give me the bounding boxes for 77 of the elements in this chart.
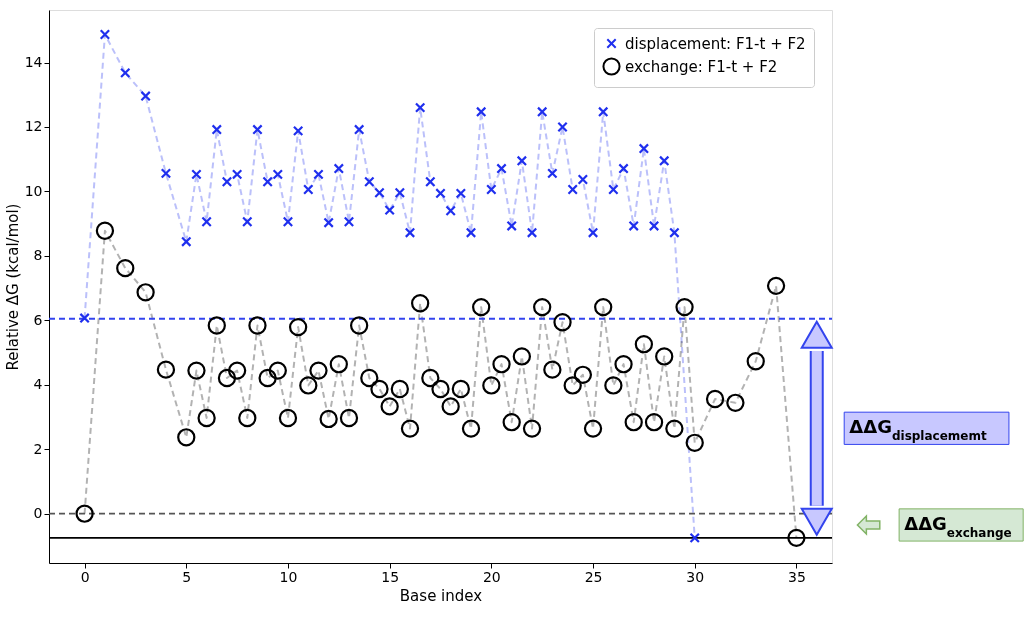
point (374, 187, 385, 199)
point (516, 155, 528, 167)
text: ΔΔG$_{exchange}$ (904, 512, 1012, 540)
point (221, 176, 233, 188)
y-tick-label: 4 (33, 376, 43, 393)
point (618, 163, 629, 174)
point (547, 168, 558, 179)
point (211, 124, 223, 135)
point (425, 176, 436, 188)
y-tick-label: 0 (33, 505, 43, 522)
point (648, 220, 660, 232)
point (414, 102, 426, 113)
point (638, 143, 650, 154)
point (496, 163, 507, 174)
point (597, 106, 609, 118)
point (455, 188, 467, 199)
point (343, 216, 355, 228)
point (262, 176, 273, 188)
x-tick-label: 10 (279, 568, 298, 585)
y-tick-label: 12 (24, 118, 43, 135)
legend-label: exchange: F1-t + F2 (625, 57, 778, 76)
x-tick-label: 5 (182, 568, 192, 585)
point (231, 169, 243, 180)
x-tick-label: 30 (686, 568, 705, 585)
point (567, 184, 578, 195)
point (99, 29, 111, 40)
point (119, 67, 131, 79)
point (333, 163, 345, 174)
point (394, 187, 406, 199)
point (689, 532, 700, 544)
point (658, 155, 670, 167)
point (669, 227, 680, 238)
point (506, 220, 517, 232)
point (181, 236, 192, 247)
point (140, 90, 151, 102)
point (160, 168, 172, 179)
point (526, 227, 538, 238)
point (292, 125, 304, 137)
y-tick-label: 8 (33, 247, 43, 264)
point (475, 106, 487, 118)
x-tick-label: 35 (788, 568, 806, 585)
x-axis-title: Base index (399, 586, 483, 605)
point (587, 227, 599, 238)
y-tick-label: 14 (24, 54, 43, 71)
x-tick-label: 25 (584, 568, 603, 585)
point (323, 217, 334, 228)
point (313, 169, 324, 180)
point (384, 204, 395, 216)
point (608, 184, 619, 195)
point (404, 227, 416, 238)
point (557, 121, 568, 133)
point (486, 184, 497, 195)
y-tick-label: 2 (33, 440, 43, 457)
point (628, 220, 639, 232)
x-tick-label: 20 (482, 568, 501, 585)
point (465, 227, 477, 238)
point (353, 124, 365, 135)
point (577, 174, 589, 185)
point (272, 169, 284, 180)
y-tick-label: 6 (33, 311, 43, 328)
point (242, 216, 253, 228)
text: ΔΔG$_{displacememt}$ (849, 416, 987, 444)
point (364, 176, 375, 188)
point (536, 106, 548, 118)
y-axis-title: Relative ΔG (kcal/mol) (3, 203, 22, 371)
point (445, 205, 456, 217)
x-tick-label: 15 (381, 568, 400, 585)
legend-label: displacement: F1-t + F2 (625, 34, 806, 53)
x-tick-label: 0 (80, 568, 90, 585)
point (191, 169, 202, 180)
point (252, 124, 263, 135)
point (282, 216, 294, 228)
point (79, 312, 90, 324)
point (303, 184, 314, 195)
point (435, 188, 446, 199)
y-tick-label: 10 (24, 182, 43, 199)
point (201, 216, 212, 228)
